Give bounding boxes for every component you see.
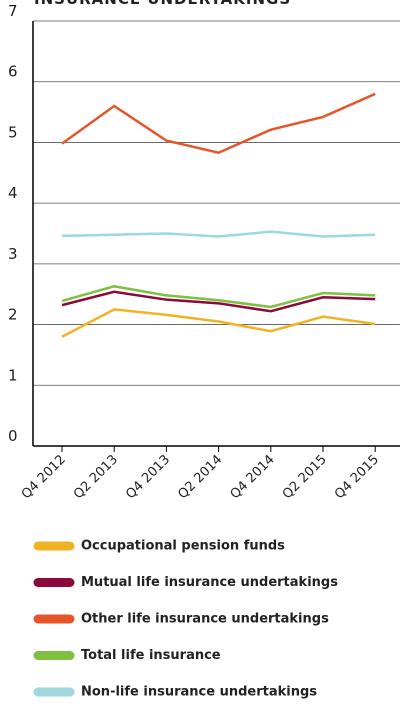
x-tick-label: Q2 2015 [280, 452, 330, 502]
legend-label: Non-life insurance undertakings [81, 685, 317, 700]
x-tick-label: Q4 2015 [332, 452, 382, 502]
series-line [61, 230, 376, 238]
y-tick-label: 4 [8, 184, 18, 202]
x-tick-label: Q4 2013 [123, 452, 173, 502]
x-tick-label: Q4 2014 [228, 452, 278, 502]
x-tick-label: Q2 2013 [71, 452, 121, 502]
series-line [61, 285, 376, 309]
series-line [61, 92, 376, 155]
legend-label: Other life insurance undertakings [81, 612, 329, 627]
y-tick-label: 3 [8, 245, 18, 263]
series-line [61, 290, 376, 313]
x-tick-label: Q2 2014 [175, 452, 225, 502]
y-tick-label: 6 [8, 63, 18, 81]
y-tick-label: 2 [8, 306, 18, 324]
legend-label: Total life insurance [81, 648, 221, 663]
y-tick-label: 0 [8, 427, 18, 445]
y-tick-label: 5 [8, 123, 18, 141]
chart-title: INSURANCE UNDERTAKINGS [34, 0, 291, 8]
series-line [61, 308, 376, 338]
legend-label: Mutual life insurance undertakings [81, 575, 338, 590]
x-tick-label: Q4 2012 [19, 452, 69, 502]
legend-label: Occupational pension funds [81, 539, 285, 554]
y-tick-label: 1 [8, 366, 18, 384]
y-tick-label: 7 [8, 2, 18, 20]
